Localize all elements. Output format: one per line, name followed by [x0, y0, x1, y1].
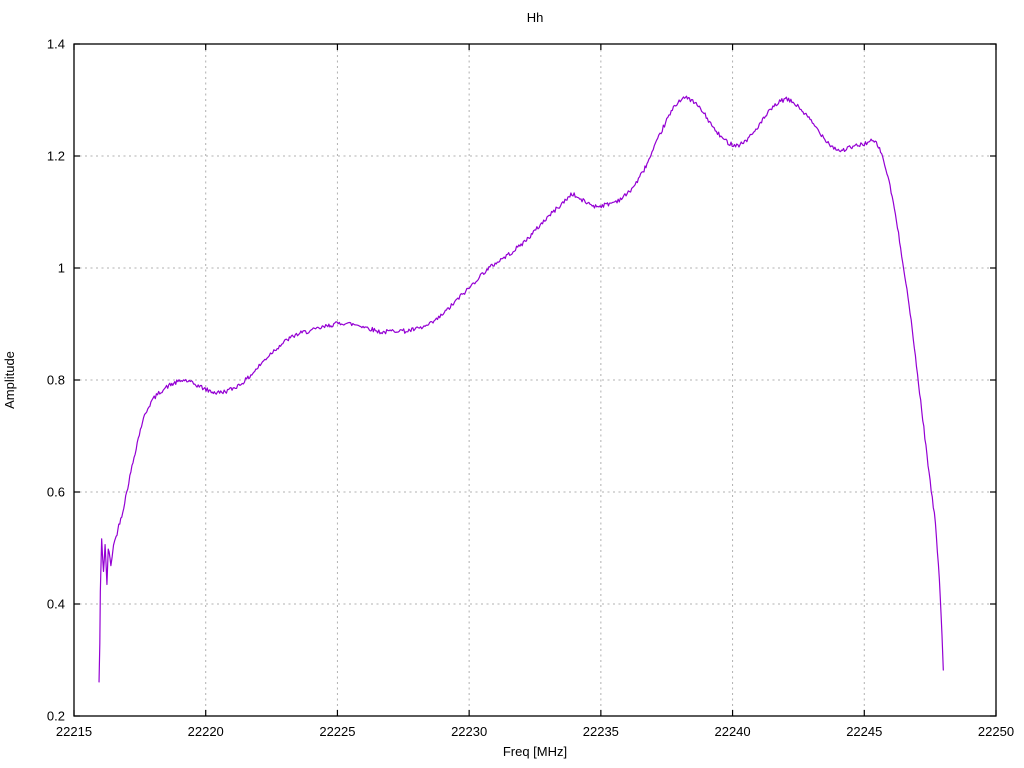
data-series-layer: [98, 95, 944, 683]
y-tick-label: 1: [58, 261, 65, 276]
y-tick-label: 0.8: [47, 373, 65, 388]
x-tick-label: 22215: [56, 724, 92, 739]
x-tick-label: 22220: [188, 724, 224, 739]
x-axis-label: Freq [MHz]: [503, 744, 567, 759]
y-tick-label: 0.2: [47, 709, 65, 724]
grid-lines: [74, 44, 996, 716]
x-tick-label: 22235: [583, 724, 619, 739]
y-tick-label: 0.6: [47, 485, 65, 500]
x-tick-label: 22225: [319, 724, 355, 739]
x-tick-label: 22230: [451, 724, 487, 739]
plot-border: [73, 43, 997, 717]
x-tick-label: 22240: [714, 724, 750, 739]
y-tick-label: 0.4: [47, 597, 65, 612]
x-tick-label: 22245: [846, 724, 882, 739]
y-axis-label: Amplitude: [2, 351, 17, 409]
y-tick-label: 1.4: [47, 37, 65, 52]
data-line-Hh: [98, 95, 944, 683]
tick-labels: 22215 22220 22225 22230 22235 22240 22245 22250…: [47, 37, 1014, 740]
plot-title: Hh: [527, 10, 544, 25]
x-tick-label: 22250: [978, 724, 1014, 739]
y-tick-label: 1.2: [47, 149, 65, 164]
